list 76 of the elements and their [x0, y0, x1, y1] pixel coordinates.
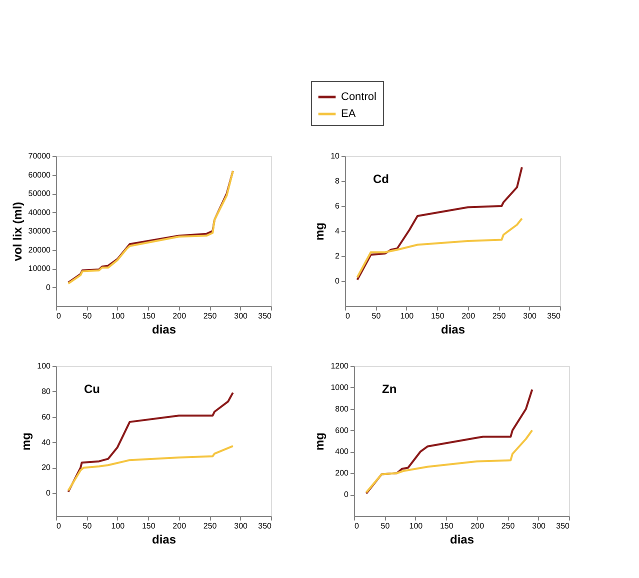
x-axis-title: dias — [440, 322, 466, 336]
x-tick-label: 50 — [380, 522, 390, 530]
y-tick-label: 30000 — [28, 226, 52, 236]
x-tick-label: 100 — [409, 522, 424, 530]
y-tick-label: 4 — [335, 226, 340, 236]
y-tick-label: 200 — [335, 468, 350, 478]
x-tick-label: 200 — [172, 312, 187, 320]
line-series — [365, 429, 534, 494]
y-tick-label: 20 — [42, 463, 52, 472]
x-tick-label: 100 — [400, 312, 414, 320]
x-tick-label: 350 — [556, 522, 570, 530]
x-axis-title: dias — [450, 532, 474, 546]
x-tick-label: 250 — [203, 522, 218, 530]
y-axis-title: vol lix (ml) — [10, 202, 24, 262]
y-tick-label: 0 — [335, 276, 340, 286]
x-tick-label: 250 — [492, 312, 506, 320]
text: Cd — [373, 172, 389, 186]
y-tick-label: 6 — [335, 202, 340, 210]
y-tick-label: 60 — [42, 412, 52, 422]
line-series — [356, 218, 523, 278]
y-axis-title: mg — [312, 222, 327, 240]
x-tick-label: 300 — [234, 312, 248, 320]
x-tick-label: 100 — [111, 522, 126, 530]
line-series — [67, 392, 234, 493]
y-tick-label: 100 — [37, 362, 52, 370]
y-axis-title: mg — [19, 432, 34, 450]
x-tick-label: 100 — [111, 312, 126, 320]
x-axis-title: dias — [152, 322, 176, 336]
y-tick-label: 70000 — [28, 152, 52, 160]
x-tick-label: 350 — [258, 312, 272, 320]
x-tick-label: 50 — [82, 312, 92, 320]
x-tick-label: 200 — [462, 312, 476, 320]
x-tick-label: 50 — [372, 312, 382, 320]
legend-label: Control — [341, 91, 376, 103]
line-series — [67, 445, 234, 492]
y-tick-label: 1200 — [330, 362, 350, 370]
y-axis-title: mg — [312, 432, 327, 450]
x-tick-label: 300 — [523, 312, 538, 320]
y-tick-label: 40 — [42, 438, 52, 447]
y-tick-label: 20000 — [28, 245, 52, 254]
y-tick-label: 50000 — [28, 189, 52, 198]
y-tick-label: 10000 — [28, 264, 52, 273]
x-tick-label: 350 — [547, 312, 562, 320]
y-tick-label: 800 — [335, 404, 350, 414]
x-tick-label: 150 — [430, 312, 445, 320]
x-tick-label: 300 — [532, 522, 546, 530]
x-tick-label: 150 — [142, 522, 156, 530]
y-tick-label: 600 — [335, 426, 350, 435]
x-tick-label: 300 — [234, 522, 248, 530]
x-tick-label: 200 — [172, 522, 187, 530]
y-tick-label: 0 — [46, 488, 52, 498]
x-tick-label: 0 — [354, 522, 360, 530]
y-tick-label: 10 — [330, 152, 340, 160]
y-tick-label: 60000 — [28, 170, 52, 180]
y-tick-label: 8 — [335, 176, 340, 186]
x-tick-label: 150 — [142, 312, 156, 320]
y-tick-label: 400 — [335, 447, 350, 456]
y-tick-label: 2 — [335, 252, 340, 260]
text: Cu — [84, 382, 100, 396]
x-tick-label: 50 — [82, 522, 92, 530]
x-tick-label: 250 — [203, 312, 218, 320]
x-tick-label: 0 — [56, 522, 62, 530]
x-tick-label: 250 — [501, 522, 516, 530]
text: Zn — [382, 382, 397, 396]
x-tick-label: 350 — [258, 522, 272, 530]
y-tick-label: 0 — [46, 282, 52, 292]
x-tick-label: 0 — [56, 312, 62, 320]
y-tick-label: 1000 — [330, 382, 350, 392]
y-tick-label: 80 — [42, 386, 52, 396]
y-tick-label: 40000 — [28, 208, 52, 217]
x-tick-label: 200 — [470, 522, 485, 530]
y-tick-label: 0 — [344, 490, 350, 500]
legend-label: EA — [341, 108, 356, 120]
line-series — [356, 166, 523, 281]
x-axis-title: dias — [152, 532, 176, 546]
x-tick-label: 150 — [440, 522, 454, 530]
